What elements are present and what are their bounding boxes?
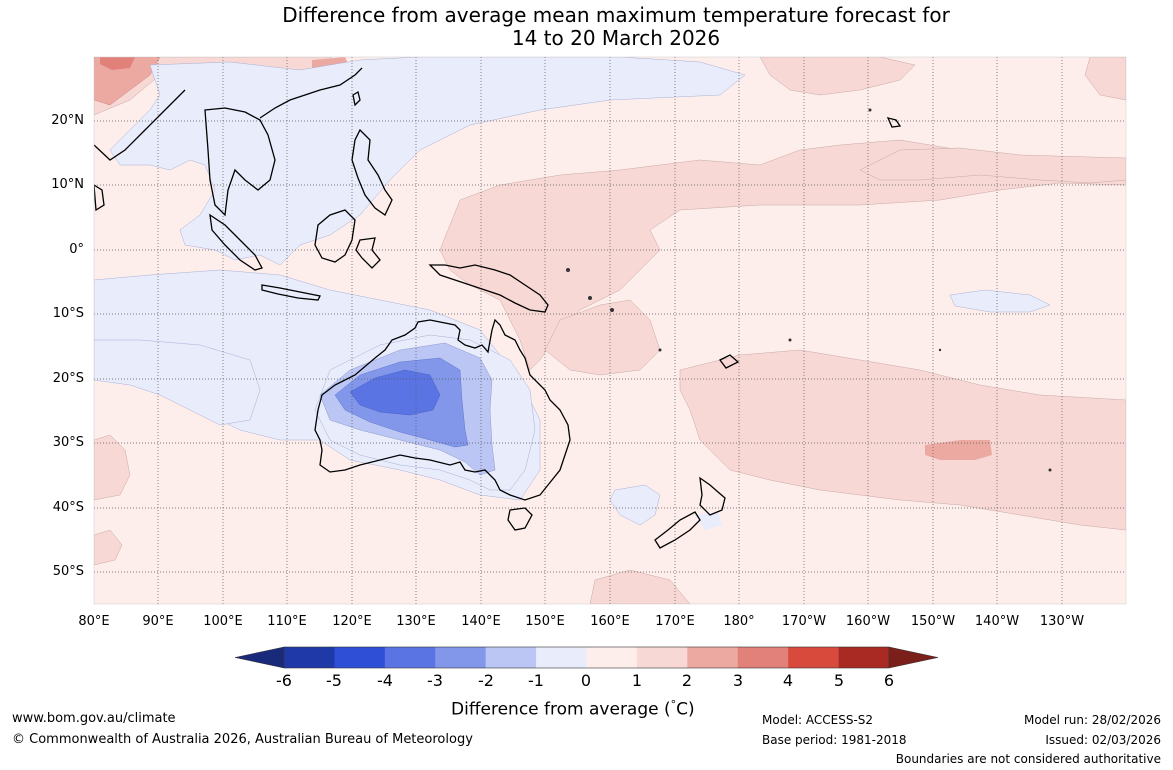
- colorbar-tick: -2: [478, 671, 494, 690]
- anomaly-region-south-indian-warm-2: [94, 529, 123, 566]
- coast-philippines: [351, 128, 393, 216]
- coast-india: [94, 89, 186, 161]
- lon-label-90e: 90°E: [142, 614, 174, 629]
- footer-issued: Issued: 02/03/2026: [1045, 733, 1161, 747]
- footer-base-period: Base period: 1981-2018: [762, 733, 907, 747]
- map-frame: [93, 56, 1127, 605]
- coast-indochina: [204, 107, 276, 217]
- coastlines: [94, 67, 902, 549]
- colorbar-tick: 1: [631, 671, 643, 690]
- colorbar-tick: -6: [276, 671, 292, 690]
- anomaly-region-coral-sea-warm: [544, 299, 661, 376]
- footer-website: www.bom.gov.au/climate: [12, 711, 176, 726]
- coast-china: [259, 67, 363, 119]
- colorbar-tick: 4: [782, 671, 794, 690]
- footer-disclaimer: Boundaries are not considered authoritat…: [895, 752, 1161, 766]
- anomaly-region-south-indian-warm: [94, 434, 131, 501]
- colorbar-tick: 2: [681, 671, 693, 690]
- coast-nz-north: [699, 476, 726, 516]
- colorbar-label: Difference from average (°C): [451, 698, 695, 720]
- graticule: [94, 57, 1126, 604]
- lon-label-100e: 100°E: [203, 614, 243, 629]
- anomaly-region-indochina-cool-2: [205, 110, 275, 200]
- lon-label-150w: 150°W: [910, 614, 956, 629]
- colorbar-label-suffix: C): [676, 699, 695, 720]
- anomaly-region-nz-cool: [695, 512, 722, 530]
- coast-new-guinea: [428, 264, 549, 313]
- lat-label-10s: 10°S: [52, 306, 84, 321]
- lon-label-130e: 130°E: [396, 614, 436, 629]
- coast-new-caledonia: [719, 354, 740, 369]
- island-8: [938, 348, 942, 352]
- colorbar-tick: -4: [377, 671, 393, 690]
- coast-hawaii: [886, 117, 902, 128]
- colorbar-tick: 5: [833, 671, 845, 690]
- map-title: Difference from average mean maximum tem…: [0, 4, 1173, 50]
- lon-label-110e: 110°E: [267, 614, 307, 629]
- title-line-2: 14 to 20 March 2026: [511, 26, 721, 50]
- anomaly-region-tasman-cool: [609, 484, 661, 526]
- anomaly-region-south-pacific-warm: [679, 349, 1126, 531]
- anomaly-region-australia-cool-4: [349, 369, 441, 416]
- coast-australia: [314, 318, 571, 501]
- coast-sulawesi: [355, 237, 381, 269]
- footer-copyright: © Commonwealth of Australia 2026, Austra…: [12, 732, 473, 747]
- coast-java: [261, 284, 321, 301]
- island-7: [658, 348, 662, 352]
- coast-sumatra: [209, 213, 263, 271]
- colorbar-tick: 3: [732, 671, 744, 690]
- coast-taiwan: [352, 90, 361, 107]
- colorbar-label-degree: °: [670, 698, 677, 711]
- island-5: [868, 108, 872, 112]
- lon-label-140e: 140°E: [461, 614, 501, 629]
- colorbar-label-prefix: Difference from average (: [451, 699, 671, 720]
- lat-label-50s: 50°S: [52, 564, 84, 579]
- lon-label-150e: 150°E: [525, 614, 565, 629]
- lon-label-80e: 80°E: [78, 614, 110, 629]
- anomaly-region-east-pacific-warm: [759, 57, 916, 96]
- island-3: [610, 308, 614, 312]
- lon-label-180: 180°: [723, 614, 755, 629]
- lon-label-170e: 170°E: [655, 614, 695, 629]
- anomaly-region-pacific-warm: [439, 139, 1126, 371]
- lon-label-160e: 160°E: [590, 614, 630, 629]
- colorbar-tick: -3: [427, 671, 443, 690]
- island-1: [566, 268, 570, 272]
- lat-label-0: 0°: [69, 242, 84, 257]
- title-line-1: Difference from average mean maximum tem…: [282, 3, 950, 27]
- colorbar-tick: -5: [326, 671, 342, 690]
- coast-nz-south: [654, 511, 701, 549]
- anomaly-region-sea-cool: [109, 57, 746, 266]
- colorbar-tick: 0: [580, 671, 592, 690]
- coast-srilanka: [94, 184, 105, 212]
- lon-label-130w: 130°W: [1039, 614, 1085, 629]
- anomaly-region-indian-ocean-cool-2: [94, 339, 261, 426]
- pacific-islands: [566, 108, 1052, 472]
- lat-label-30s: 30°S: [52, 435, 84, 450]
- footer-model: Model: ACCESS-S2: [762, 713, 874, 727]
- lat-label-20s: 20°S: [52, 371, 84, 386]
- anomaly-region-pacific-cool: [949, 289, 1051, 313]
- lon-label-160w: 160°W: [845, 614, 891, 629]
- lat-label-20n: 20°N: [51, 113, 84, 128]
- anomaly-region-southern-warm: [589, 569, 691, 604]
- lat-label-40s: 40°S: [52, 500, 84, 515]
- lat-label-10n: 10°N: [51, 177, 84, 192]
- anomaly-region-far-pacific-hot: [925, 440, 992, 460]
- island-2: [588, 296, 592, 300]
- lon-label-170w: 170°W: [781, 614, 827, 629]
- colorbar-tick: 6: [883, 671, 895, 690]
- anomaly-region-asia-hot: [100, 57, 135, 70]
- colorbar-tick: -1: [528, 671, 544, 690]
- footer-model-run: Model run: 28/02/2026: [1023, 713, 1161, 727]
- anomaly-region-pacific-warm-upper: [859, 147, 1126, 184]
- coast-borneo: [314, 209, 356, 263]
- anomaly-region-east-pacific-warm-2: [1084, 57, 1126, 101]
- lon-label-120e: 120°E: [332, 614, 372, 629]
- island-6: [1048, 468, 1052, 472]
- island-4: [788, 338, 792, 342]
- coast-tasmania: [507, 507, 533, 531]
- lon-label-140w: 140°W: [974, 614, 1020, 629]
